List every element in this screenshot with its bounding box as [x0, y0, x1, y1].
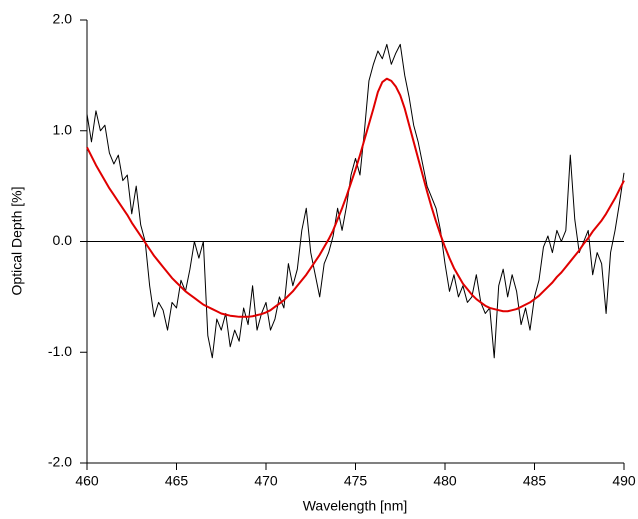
- x-axis-title: Wavelength [nm]: [303, 498, 408, 514]
- x-tick-label: 475: [344, 473, 368, 489]
- y-tick-label: 1.0: [53, 121, 73, 137]
- x-tick-label: 460: [75, 473, 99, 489]
- data-line: [86, 77, 625, 318]
- y-tick-label: -2.0: [48, 454, 72, 470]
- x-tick-label: 470: [254, 473, 278, 489]
- y-tick-label: 2.0: [53, 11, 73, 27]
- x-tick-label: 480: [433, 473, 457, 489]
- y-tick-label: 0.0: [53, 232, 73, 248]
- y-axis-title: Optical Depth [%]: [9, 187, 25, 296]
- x-tick-label: 465: [165, 473, 189, 489]
- x-tick-label: 490: [612, 473, 636, 489]
- y-tick-label: -1.0: [48, 343, 72, 359]
- x-tick-label: 485: [523, 473, 547, 489]
- data-line: [86, 43, 625, 359]
